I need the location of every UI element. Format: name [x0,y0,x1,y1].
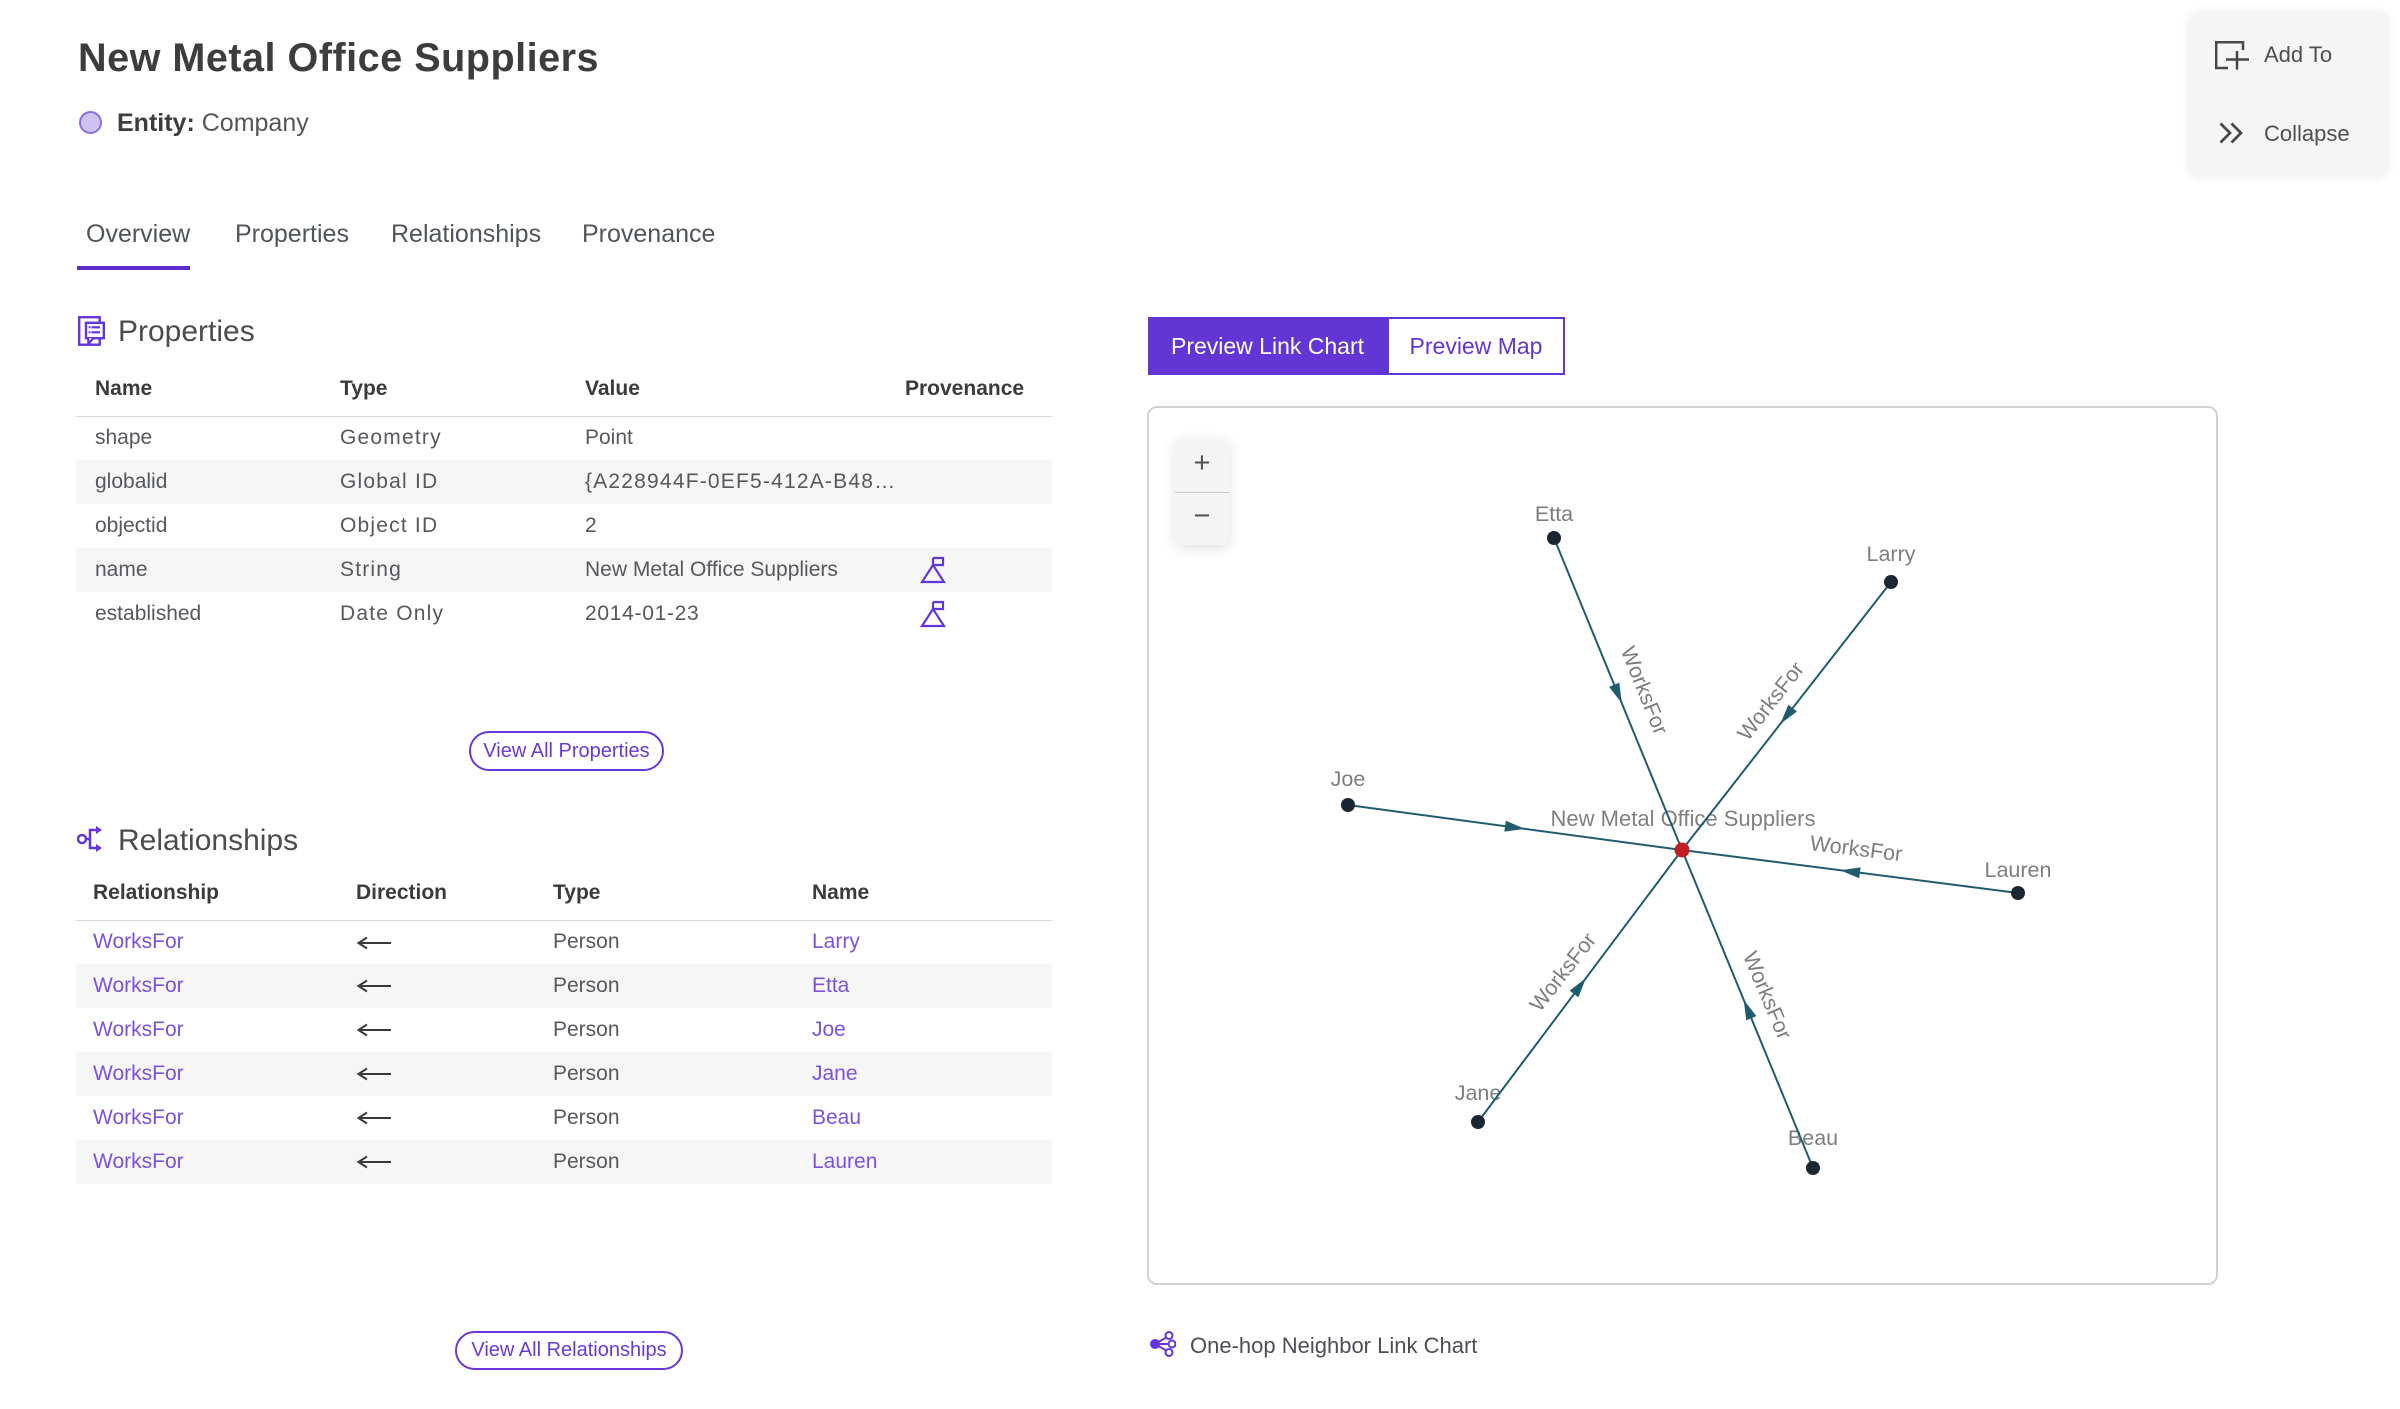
svg-text:Joe: Joe [1331,767,1366,791]
svg-text:Etta: Etta [1535,502,1573,526]
svg-text:New Metal Office Suppliers: New Metal Office Suppliers [1551,806,1816,831]
svg-text:WorksFor: WorksFor [1738,948,1796,1043]
svg-text:WorksFor: WorksFor [1809,831,1904,866]
svg-text:WorksFor: WorksFor [1616,643,1673,738]
svg-text:Beau: Beau [1788,1126,1838,1150]
svg-text:Larry: Larry [1867,542,1916,566]
svg-text:Lauren: Lauren [1985,858,2052,882]
